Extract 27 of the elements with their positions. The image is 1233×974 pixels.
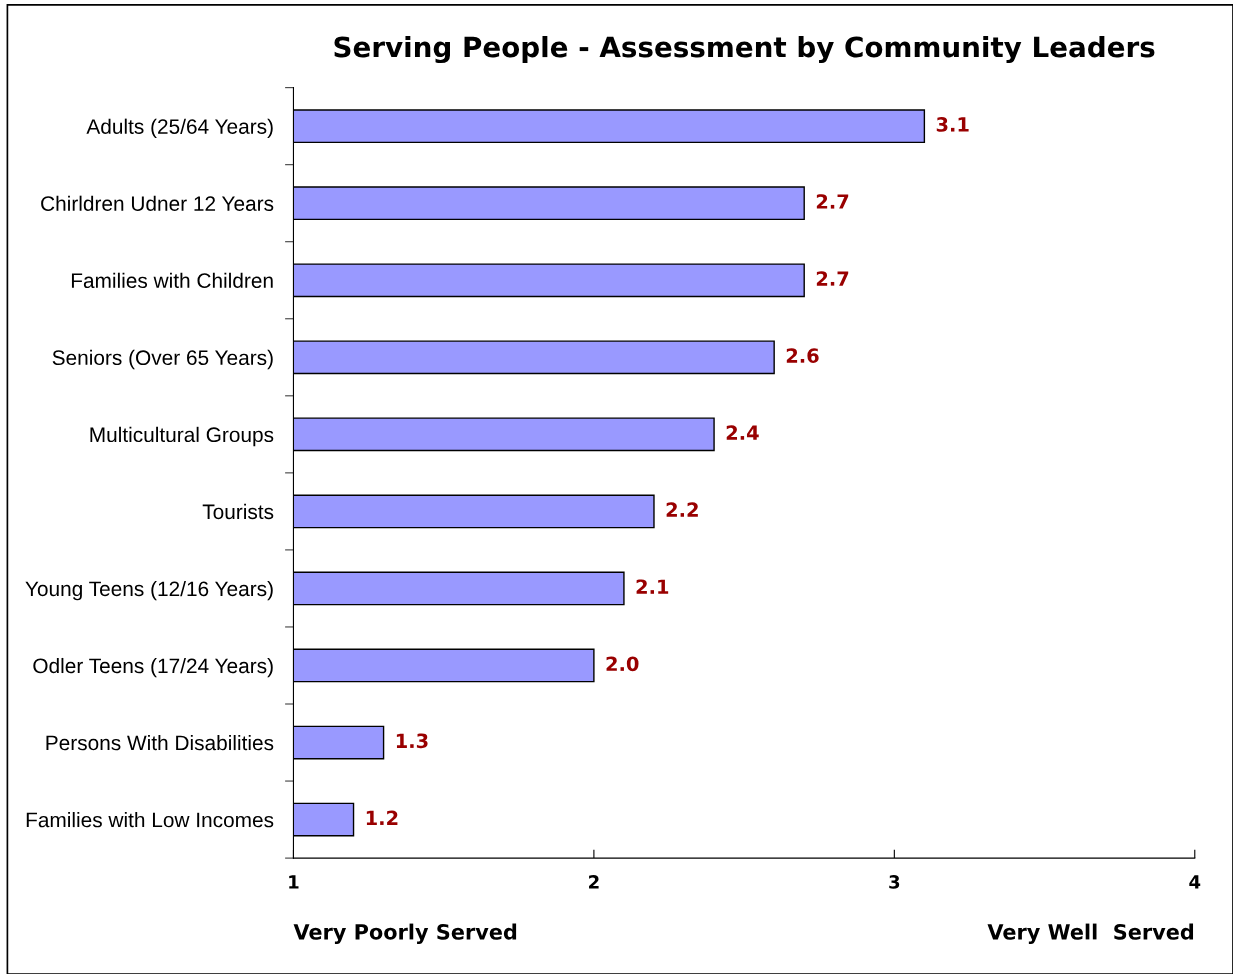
data-label: 2.2 <box>666 502 698 517</box>
data-label: 2.0 <box>606 656 639 672</box>
y-tick-label: Young Teens (12/16 Years) <box>25 580 273 601</box>
y-tick-label: Persons With Disabilities <box>46 734 274 751</box>
data-label: 2.7 <box>816 194 849 209</box>
y-tick-label: Families with Children <box>71 272 273 289</box>
text: Very Well Served <box>987 923 1194 944</box>
y-tick-label: Odler Teens (17/24 Years) <box>33 657 273 678</box>
y-tick-label: Seniors (Over 65 Years) <box>52 349 273 370</box>
y-tick-label: Multicultural Groups <box>90 426 274 447</box>
y-tick-label: Adults (25/64 Years) <box>86 118 273 139</box>
data-label: 2.1 <box>636 579 669 594</box>
data-label: 2.7 <box>816 271 849 286</box>
x-tick-label: 4 <box>1189 875 1201 889</box>
chart-title: Serving People - Assessment by Community Leaders <box>334 36 1155 64</box>
x-tick-label: 1 <box>289 875 299 889</box>
text: Very Poorly Served <box>293 923 517 944</box>
y-tick-label: Chirldren Udner 12 Years <box>41 195 274 211</box>
data-label: 2.4 <box>726 425 759 440</box>
data-label: 3.1 <box>936 117 969 132</box>
x-tick-label: 3 <box>889 875 900 889</box>
y-tick-label: Families with Low Incomes <box>26 812 274 828</box>
data-label: 1.2 <box>366 810 398 825</box>
data-label: 2.6 <box>786 348 819 363</box>
y-tick-label: Tourists <box>202 503 274 520</box>
data-label: 1.3 <box>396 733 428 749</box>
x-tick-label: 2 <box>589 875 599 889</box>
